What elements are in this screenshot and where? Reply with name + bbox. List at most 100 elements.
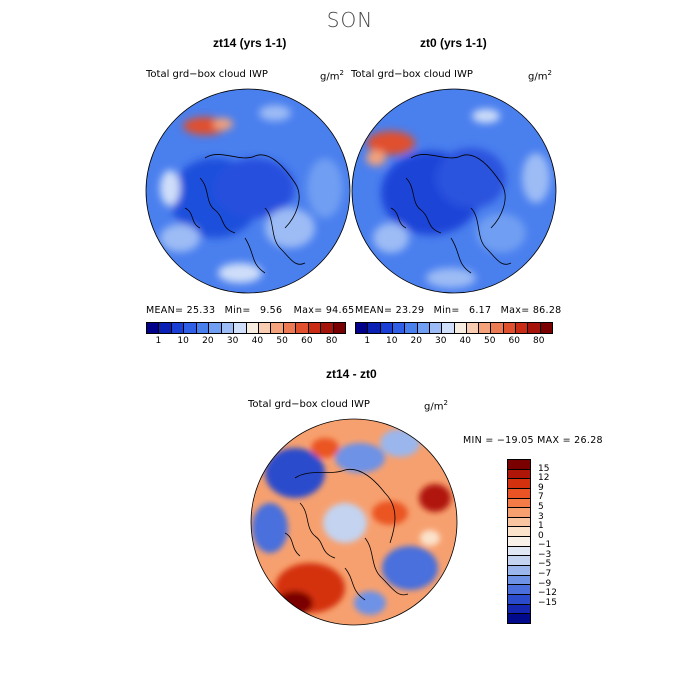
colorbar-tick-label: 40 [459, 336, 471, 346]
colorbar-swatch [417, 323, 430, 333]
polar-map-difference [250, 418, 458, 626]
colorbar-swatch [147, 323, 160, 333]
colorbar-labels-zt14: 1 10 20 30 40 50 60 80 [146, 336, 344, 348]
mid-iwp-region [373, 223, 409, 253]
colorbar-swatch [508, 517, 530, 528]
variable-name-zt14: Total grd−box cloud IWP [146, 69, 268, 80]
colorbar-swatch [442, 323, 455, 333]
colorbar-swatch [368, 323, 381, 333]
colorbar-swatch [508, 546, 530, 557]
high-iwp-region [213, 118, 233, 130]
colorbar-swatch [508, 488, 530, 499]
colorbar-swatch [392, 323, 406, 333]
colorbar-swatch [429, 323, 443, 333]
panel-title-zt0: zt0 (yrs 1-1) [420, 36, 487, 50]
negative-anomaly [380, 429, 420, 457]
colorbar-swatch [540, 323, 552, 333]
colorbar-swatch [321, 323, 334, 333]
colorbar-swatch [308, 323, 322, 333]
map-boundary [351, 88, 557, 294]
positive-anomaly [419, 484, 451, 512]
panel-title-zt14: zt14 (yrs 1-1) [213, 36, 287, 50]
colorbar-swatch [234, 323, 247, 333]
mean-label: MEAN= [146, 305, 184, 316]
high-iwp-region [366, 150, 386, 166]
variable-name-zt0: Total grd−box cloud IWP [351, 69, 473, 80]
units-exponent: 2 [443, 399, 448, 407]
colorbar-swatch [508, 594, 530, 605]
units-text: g/m [528, 71, 548, 83]
mid-iwp-region [426, 268, 476, 288]
colorbar-zt14 [146, 322, 346, 334]
figure-title: SON [326, 8, 374, 32]
colorbar-swatch [209, 323, 222, 333]
diff-colorbar-labels: 15 12 9 7 5 3 1 0 −1 −3 −5 −7 −9 −12 −15 [538, 459, 578, 622]
colorbar-tick-label: −15 [538, 597, 557, 608]
mid-iwp-region [476, 213, 526, 253]
colorbar-swatch [508, 614, 530, 623]
colorbar-tick-label: −5 [538, 559, 552, 570]
coastlines [390, 154, 512, 274]
colorbar-swatch [508, 566, 530, 576]
colorbar-swatch [283, 323, 297, 333]
diff-minmax: MIN = −19.05 MAX = 26.28 [463, 435, 603, 446]
coastlines [184, 154, 306, 274]
units-zt0: g/m2 [528, 69, 552, 82]
mid-iwp-region [160, 170, 180, 206]
diff-variable-name: Total grd−box cloud IWP [248, 399, 370, 410]
colorbar-swatch [508, 479, 530, 489]
colorbar-tick-label: 9 [538, 482, 544, 493]
colorbar-tick-label: −9 [538, 578, 552, 589]
colorbar-swatch [380, 323, 393, 333]
colorbar-tick-label: 50 [276, 336, 288, 346]
colorbar-swatch [479, 323, 492, 333]
diff-panel-title: zt14 - zt0 [326, 367, 377, 381]
colorbar-tick-label: 7 [538, 492, 544, 503]
colorbar-tick-label: −1 [538, 540, 552, 551]
mid-iwp-region [259, 105, 291, 121]
diff-units: g/m2 [424, 399, 448, 412]
colorbar-tick-label: 15 [538, 463, 550, 474]
colorbar-swatch [508, 537, 530, 547]
mid-iwp-region [160, 224, 200, 252]
colorbar-swatch [508, 527, 530, 538]
colorbar-tick-label: 50 [484, 336, 496, 346]
mean-label: MEAN= [355, 305, 393, 316]
colorbar-tick-label: 12 [538, 473, 550, 484]
colorbar-swatch [508, 469, 530, 480]
mid-iwp-region [307, 158, 343, 218]
colorbar-swatch [405, 323, 418, 333]
colorbar-swatch [508, 460, 530, 470]
neutral-anomaly [420, 530, 440, 546]
colorbar-swatch [356, 323, 369, 333]
negative-anomaly [252, 503, 288, 553]
colorbar-tick-label: 40 [251, 336, 264, 346]
colorbar-tick-label: 80 [533, 336, 545, 346]
colorbar-swatch [528, 323, 541, 333]
colorbar-tick-label: −3 [538, 549, 552, 560]
min-label: Min= [433, 305, 460, 316]
high-iwp-region [367, 131, 415, 155]
mid-iwp-region [472, 109, 500, 123]
colorbar-swatch [246, 323, 259, 333]
colorbar-tick-label: −7 [538, 569, 552, 580]
colorbar-tick-label: 20 [202, 336, 214, 346]
units-zt14: g/m2 [320, 69, 344, 82]
colorbar-tick-label: 1 [155, 336, 162, 346]
mid-iwp-region [218, 263, 262, 283]
colorbar-swatch [491, 323, 504, 333]
units-exponent: 2 [547, 69, 552, 77]
colorbar-swatch [159, 323, 172, 333]
colorbar-zt0 [355, 322, 553, 334]
diff-colorbar [507, 459, 531, 624]
colorbar-swatch [171, 323, 185, 333]
mid-iwp-region [265, 208, 315, 248]
colorbar-swatch [333, 323, 345, 333]
map-boundary [145, 88, 351, 294]
colorbar-swatch [221, 323, 235, 333]
min-value: 6.17 [468, 305, 492, 316]
positive-anomaly [372, 501, 408, 525]
max-value: 94.65 [325, 305, 355, 316]
max-label: Max= [500, 305, 530, 316]
min-label: Min= [224, 305, 251, 316]
